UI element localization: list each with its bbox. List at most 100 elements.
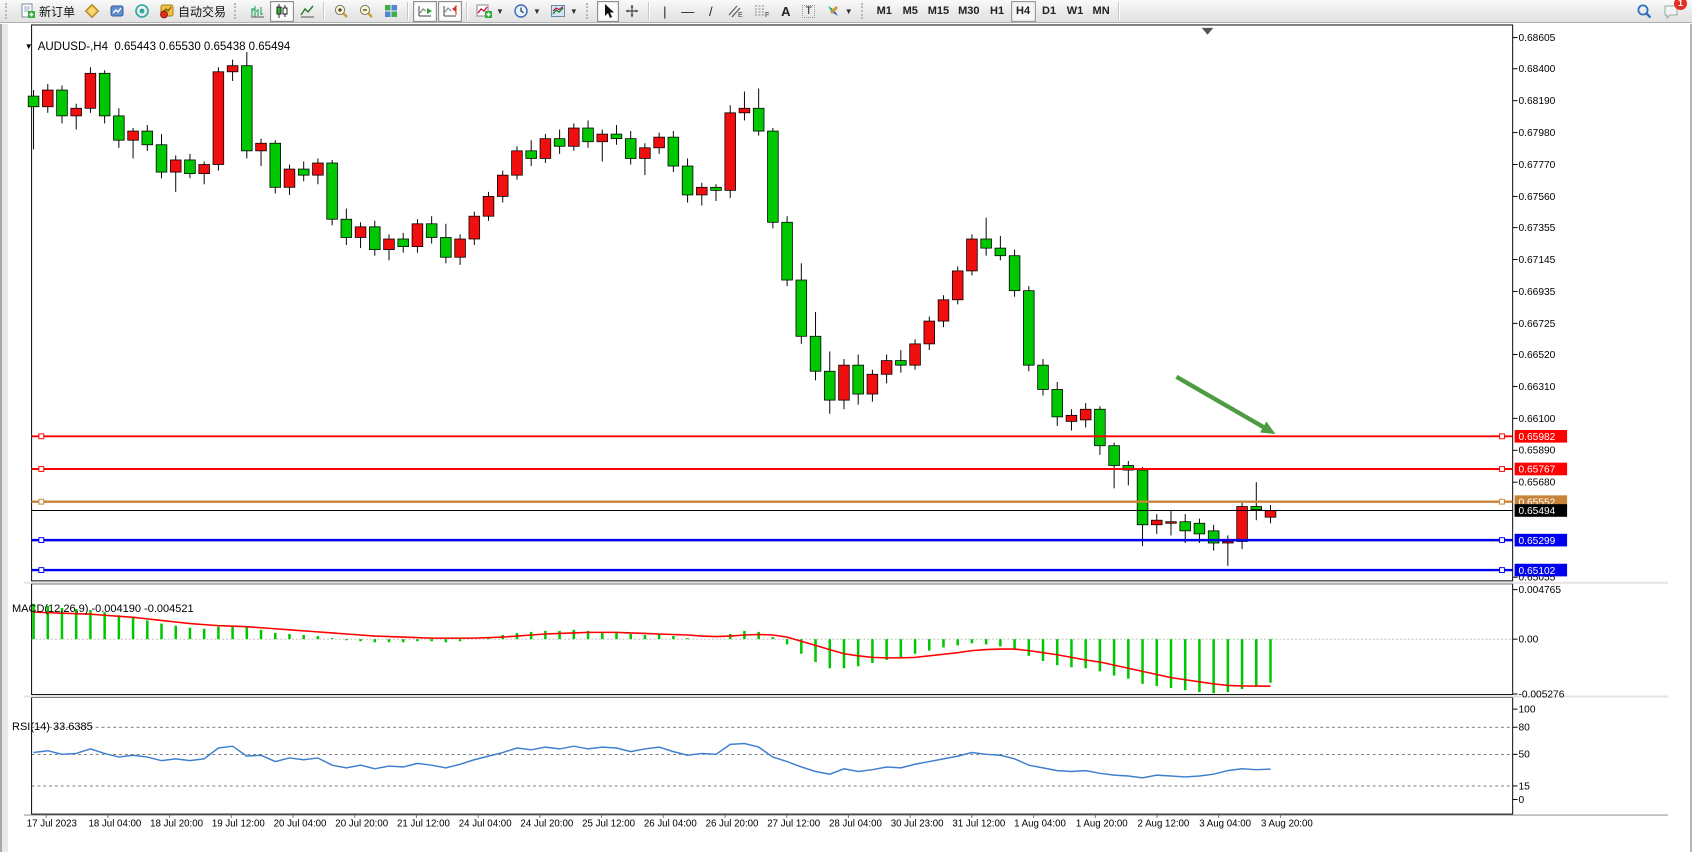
crosshair-button[interactable] [620, 1, 644, 22]
candle-body [866, 373, 879, 395]
toolbar-grip[interactable] [860, 3, 868, 19]
candle-body [781, 221, 793, 281]
price-panel[interactable] [31, 24, 1514, 582]
line-anchor-handle[interactable] [1499, 433, 1505, 440]
line-chart-icon [300, 5, 315, 18]
price-line-label-box [1514, 504, 1568, 517]
arrows-button[interactable]: ▼ [821, 1, 857, 22]
candle-body [923, 320, 936, 345]
line-anchor-handle[interactable] [1499, 466, 1505, 472]
autotrading-label: 自动交易 [178, 4, 227, 19]
zoom-out-button[interactable] [354, 1, 378, 22]
candle-body [738, 107, 751, 114]
price-tick-label: 0.67560 [1519, 192, 1556, 203]
bar-chart-button[interactable] [245, 1, 269, 22]
autotrading-button[interactable]: 自动交易 [155, 1, 230, 22]
toolbar-separator [466, 2, 469, 20]
tf-w1-button[interactable]: W1 [1063, 1, 1088, 22]
zoom-in-button[interactable] [329, 1, 353, 22]
new-chart-icon [84, 3, 100, 19]
indicators-button[interactable]: ▼ [472, 1, 508, 22]
profiles-button[interactable] [105, 1, 129, 22]
candle-body [340, 218, 353, 238]
toolbar-separator [647, 2, 650, 20]
candle-body [141, 130, 154, 146]
chart-shift-marker[interactable] [1201, 27, 1214, 35]
cursor-icon [604, 4, 614, 18]
candle-body [1037, 364, 1049, 390]
new-order-button[interactable]: 新订单 [16, 1, 79, 22]
candle-body [113, 115, 125, 141]
trendline-button[interactable]: / [700, 1, 722, 22]
horizontal-line-button[interactable]: — [677, 1, 699, 22]
chart-canvas[interactable]: 0.68605 0.68400 0.68190 0.67980 0.67770 0.675… [0, 24, 1692, 852]
candle-body [1179, 521, 1191, 532]
symbol-dropdown-icon[interactable]: ▼ [24, 42, 33, 51]
price-tick-label: 0.66310 [1519, 382, 1556, 393]
line-anchor-handle[interactable] [1499, 498, 1505, 505]
tile-windows-button[interactable] [379, 1, 403, 22]
tf-h4-button[interactable]: H4 [1010, 0, 1036, 22]
line-anchor-handle[interactable] [38, 498, 45, 505]
search-button[interactable] [1632, 1, 1657, 22]
tf-m30-button[interactable]: M30 [954, 1, 983, 22]
candle-body [553, 138, 566, 147]
candle-body [397, 238, 409, 247]
chart-shift-button[interactable] [438, 0, 463, 22]
tf-d1-button[interactable]: D1 [1037, 1, 1062, 22]
toolbar-grip[interactable] [234, 3, 241, 19]
toolbar-separator [323, 2, 326, 20]
vertical-line-button[interactable]: | [654, 1, 676, 22]
candle-body [525, 150, 537, 159]
line-anchor-handle[interactable] [1499, 537, 1505, 544]
candle-body [1108, 445, 1120, 466]
line-anchor-handle[interactable] [38, 537, 45, 544]
candlestick-chart-button[interactable] [270, 0, 295, 22]
auto-scroll-button[interactable] [413, 0, 438, 22]
candle-body [1264, 510, 1277, 518]
panel-splitter[interactable] [23, 695, 1669, 698]
rsi-tick-label: 100 [1519, 705, 1536, 716]
candle-body [767, 130, 779, 223]
tf-m15-button[interactable]: M15 [924, 1, 953, 22]
line-anchor-handle[interactable] [38, 466, 45, 472]
templates-button[interactable]: ▼ [546, 1, 582, 22]
line-anchor-handle[interactable] [38, 567, 45, 573]
tf-mn-button[interactable]: MN [1089, 1, 1114, 22]
line-chart-button[interactable] [295, 1, 319, 22]
rsi-tick-label: 15 [1519, 781, 1531, 792]
tf-m5-button[interactable]: M5 [898, 1, 923, 22]
toolbar-grip[interactable] [5, 3, 12, 19]
price-tick-label: 0.65055 [1519, 573, 1556, 584]
new-chart-button[interactable] [80, 1, 104, 22]
candle-body [84, 72, 97, 109]
candle-body [169, 159, 182, 173]
tf-m1-button[interactable]: M1 [872, 1, 897, 22]
text-button[interactable]: A [775, 1, 797, 22]
rsi-line [33, 742, 1271, 779]
channel-button[interactable]: E [723, 1, 748, 22]
periods-button[interactable]: ▼ [509, 1, 545, 22]
annotation-arrow[interactable] [1175, 374, 1267, 431]
text-label-button[interactable]: T [798, 1, 820, 22]
candle-body [994, 247, 1007, 257]
candle-body [1094, 408, 1106, 447]
time-axis-label: 1 Aug 20:00 [1076, 819, 1128, 830]
symbol-timeframe-label: AUDUSD-,H4 [37, 41, 108, 53]
window-frame-right [1690, 24, 1692, 852]
cursor-button[interactable] [596, 0, 619, 22]
annotation-arrow-head[interactable] [1260, 421, 1276, 435]
signals-button[interactable] [130, 1, 154, 22]
panel-splitter[interactable] [23, 581, 1669, 584]
price-tick-label: 0.68190 [1519, 96, 1556, 107]
tf-h1-button[interactable]: H1 [985, 1, 1010, 22]
candle-body [255, 142, 267, 152]
notifications-button[interactable]: 1 [1658, 0, 1687, 22]
candle-body [1065, 414, 1078, 422]
price-line-label-box [1514, 462, 1568, 476]
toolbar-grip[interactable] [585, 3, 593, 19]
line-anchor-handle[interactable] [1499, 567, 1505, 573]
channel-icon: E [728, 5, 743, 19]
fibonacci-button[interactable]: F [749, 1, 774, 22]
line-anchor-handle[interactable] [38, 433, 45, 440]
